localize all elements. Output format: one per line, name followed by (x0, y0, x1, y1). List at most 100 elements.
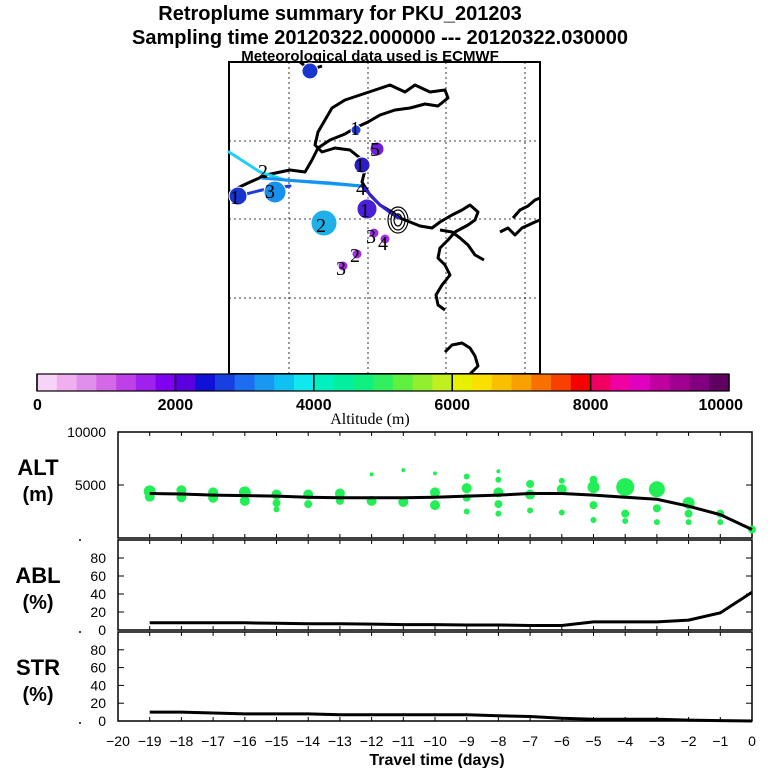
x-tick-label: −11 (392, 733, 415, 749)
met-data-note: Meteorological data used is ECMWF (241, 48, 499, 65)
colorbar-cell (392, 374, 414, 391)
colorbar-cell (234, 374, 255, 391)
cluster-marker[interactable] (351, 248, 363, 260)
coastlines (228, 60, 541, 376)
x-tick-label: −5 (586, 733, 602, 749)
colorbar-cell (254, 374, 275, 391)
altitude-point (334, 488, 345, 499)
cluster-marker[interactable] (369, 141, 385, 157)
altitude-point (463, 473, 470, 480)
x-tick-label: −20 (106, 733, 130, 749)
y-tick-label: 20 (90, 695, 106, 711)
cluster-marker[interactable] (310, 209, 338, 237)
colorbar-cell (531, 374, 552, 391)
cluster-marker[interactable] (368, 227, 380, 239)
altitude-point (430, 487, 440, 498)
altitude-point (401, 468, 406, 473)
map-label: 5 (370, 139, 380, 161)
map-label: 3 (366, 226, 376, 248)
x-tick-label: −6 (554, 733, 570, 749)
y-tick-label: 40 (90, 677, 106, 693)
cluster-marker[interactable] (350, 124, 362, 136)
colorbar-cell (669, 374, 690, 391)
map-label: 1 (230, 187, 240, 209)
cluster-marker[interactable] (337, 260, 349, 272)
map-label: 3 (265, 181, 275, 203)
altitude-point (398, 496, 409, 507)
altitude-point (495, 510, 502, 517)
panel-frame (117, 539, 753, 631)
altitude-point (556, 484, 567, 495)
map-label: 3 (336, 258, 346, 280)
panel-abl: 0 20 40 60 80 ABL (%) (15, 539, 753, 638)
x-tick-label: −4 (617, 733, 633, 749)
colorbar-cell (76, 374, 97, 391)
figure-title: Retroplume summary for PKU_201203 (158, 3, 521, 25)
colorbar-cell (333, 374, 354, 391)
cluster-marker[interactable] (228, 186, 248, 206)
x-tick-label: −16 (233, 733, 257, 749)
colorbar-cell (551, 374, 572, 391)
colorbar-cell (709, 374, 730, 391)
colorbar-cell (175, 374, 196, 391)
colorbar-cell (570, 374, 592, 391)
colorbar-cell (56, 374, 78, 391)
colorbar-cell (116, 374, 137, 391)
altitude-point (616, 478, 635, 497)
trajectory-cluster-3 (260, 176, 364, 188)
colorbar-cell (412, 374, 433, 391)
cluster-marker[interactable] (263, 180, 287, 204)
panel-alt: 5000 10000 ALT (m) (17, 424, 756, 541)
altitude-point (621, 509, 630, 518)
cluster-marker[interactable] (301, 62, 319, 80)
x-tick-label: −10 (423, 733, 447, 749)
colorbar-cell (214, 374, 236, 391)
altitude-point (461, 483, 472, 494)
colorbar-cell (471, 374, 493, 391)
colorbar-cell (649, 374, 671, 391)
cluster-marker[interactable] (356, 198, 378, 220)
colorbar-tick-label: 8000 (573, 397, 609, 414)
altitude-point (558, 509, 565, 516)
altitude-point (272, 499, 281, 508)
colorbar-cell (135, 374, 157, 391)
panel-unit: (m) (22, 484, 53, 506)
x-tick-label: −12 (360, 733, 384, 749)
y-tick-label: 40 (90, 586, 106, 602)
map-cluster-markers (228, 62, 391, 272)
panel-unit: (%) (22, 592, 53, 614)
x-tick-label: −7 (522, 733, 538, 749)
map-labels: 1 2 3 4 5 1 1 2 3 2 3 4 1 (230, 118, 388, 280)
colorbar-cell (689, 374, 710, 391)
map-panel: 1 2 3 4 5 1 1 2 3 2 3 4 1 (227, 60, 541, 376)
abl-line (149, 590, 753, 627)
colorbar-label: Altitude (m) (330, 411, 410, 428)
altitude-colorbar: 0 2000 4000 6000 8000 10000 Altitude (m) (33, 373, 743, 428)
x-tick-label: −2 (681, 733, 697, 749)
panel-label: ALT (17, 455, 59, 480)
altitude-point (589, 501, 598, 510)
altitude-point (587, 481, 600, 494)
altitude-point (622, 518, 629, 525)
altitude-point (652, 504, 661, 513)
colorbar-tick-label: 2000 (158, 397, 194, 414)
colorbar-cell (96, 374, 117, 391)
str-line (149, 710, 753, 723)
colorbar-cell (195, 374, 216, 391)
colorbar-cell (274, 374, 295, 391)
altitude-point (590, 516, 597, 523)
release-point (387, 206, 409, 234)
y-tick-label: 10000 (67, 424, 106, 440)
y-tick-label: 0 (98, 622, 106, 638)
panel-label: ABL (15, 563, 60, 588)
cluster-marker[interactable] (353, 156, 371, 174)
x-tick-label: −15 (265, 733, 289, 749)
cluster-marker[interactable] (379, 233, 391, 245)
colorbar-tick-label: 4000 (296, 397, 332, 414)
colorbar-cell (294, 374, 315, 391)
x-tick-label: −14 (296, 733, 320, 749)
colorbar-cell (432, 374, 453, 391)
altitude-point (463, 508, 470, 515)
